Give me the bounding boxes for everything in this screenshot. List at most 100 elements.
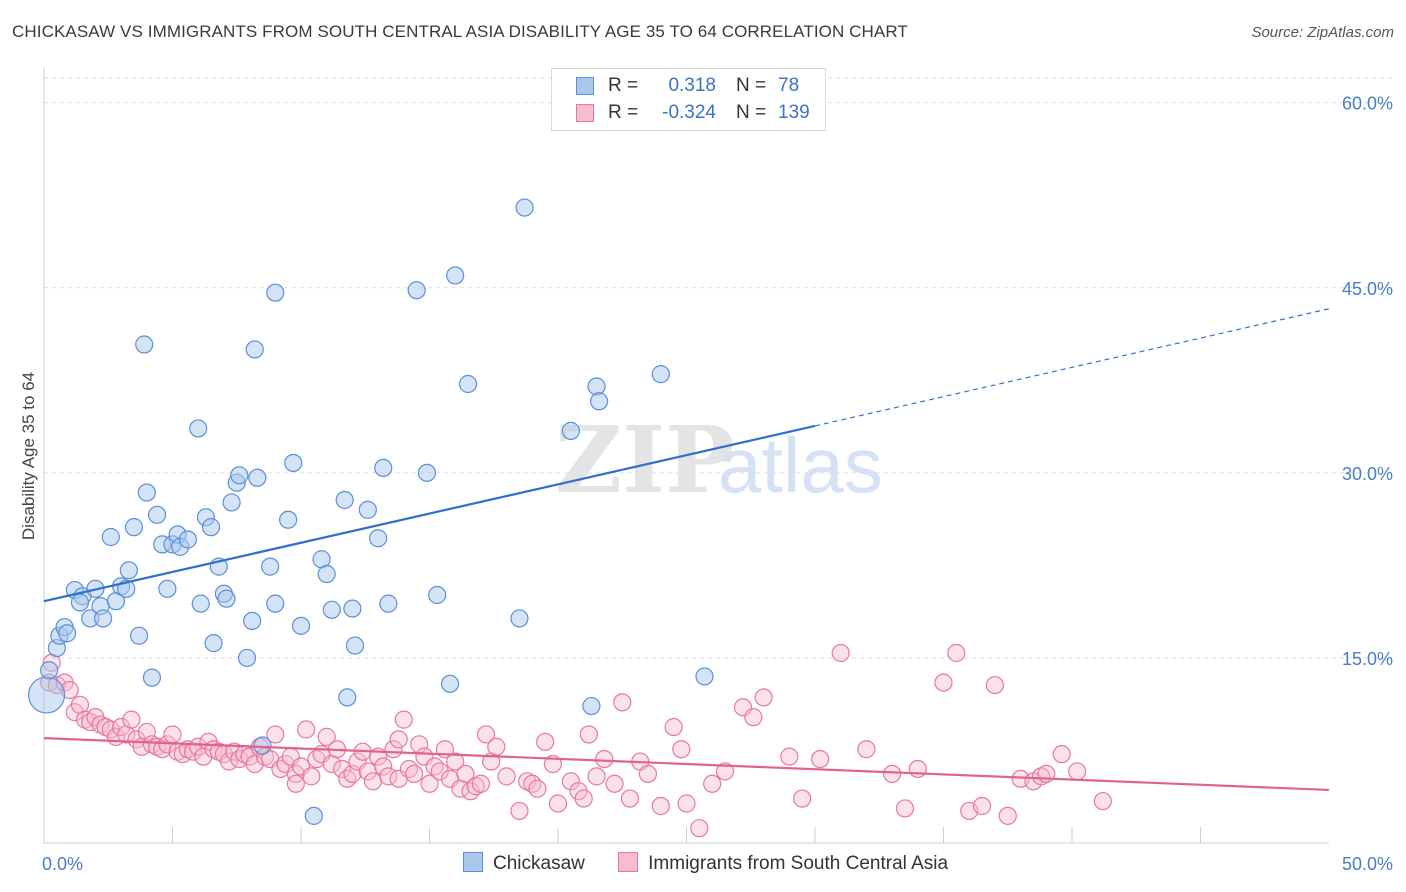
data-point-immigrants	[690, 819, 709, 838]
legend-n-label: N =	[736, 75, 767, 96]
legend-label-immigrants: Immigrants from South Central Asia	[648, 853, 949, 874]
data-point-immigrants	[811, 749, 830, 769]
data-point-chickasaw	[137, 483, 156, 502]
data-point-chickasaw	[345, 636, 365, 655]
data-point-immigrants	[333, 759, 352, 779]
data-point-chickasaw	[279, 510, 298, 529]
chart-source: Source: ZipAtlas.com	[1251, 24, 1394, 41]
data-point-immigrants	[574, 789, 593, 808]
data-point-immigrants	[394, 710, 413, 729]
y-tick-label: 45.0%	[1342, 279, 1393, 299]
data-point-immigrants	[579, 725, 598, 744]
stats-legend: R = 0.318 N = 78 R = -0.324 N = 139	[551, 68, 826, 131]
data-point-immigrants	[715, 762, 735, 781]
data-point-chickasaw	[117, 579, 136, 598]
data-point-immigrants	[677, 794, 696, 813]
data-point-immigrants	[780, 747, 799, 766]
data-point-chickasaw	[343, 599, 362, 618]
data-point-immigrants	[189, 737, 208, 756]
data-point-chickasaw	[291, 616, 311, 635]
tick-labels: 15.0% 30.0% 45.0% 60.0% 0.0% 50.0%	[42, 94, 1393, 874]
data-point-chickasaw	[440, 674, 460, 693]
data-point-chickasaw	[582, 696, 601, 716]
data-point-chickasaw	[189, 419, 208, 438]
data-point-chickasaw	[129, 626, 149, 645]
data-point-chickasaw	[135, 335, 154, 354]
y-axis-label: Disability Age 35 to 64	[19, 372, 38, 540]
data-point-immigrants	[389, 730, 408, 749]
x-tick-label: 0.0%	[42, 854, 83, 874]
data-point-immigrants	[587, 767, 606, 786]
data-point-immigrants	[523, 774, 542, 793]
data-point-chickasaw	[322, 600, 341, 619]
data-point-immigrants	[317, 727, 336, 746]
data-point-immigrants	[528, 779, 547, 798]
data-point-immigrants	[831, 643, 850, 663]
data-point-chickasaw	[510, 609, 529, 628]
data-point-chickasaw	[458, 374, 478, 394]
data-point-immigrants	[1068, 762, 1087, 781]
data-point-chickasaw	[58, 624, 77, 643]
legend-swatch-blue	[576, 76, 594, 95]
data-point-immigrants	[934, 673, 953, 692]
legend-n-label: N =	[736, 102, 767, 123]
data-point-immigrants	[461, 782, 480, 801]
data-point-immigrants	[703, 774, 722, 793]
data-point-chickasaw	[446, 266, 465, 285]
data-point-chickasaw	[695, 667, 714, 686]
watermark-atlas: atlas	[718, 421, 883, 509]
data-point-immigrants	[536, 732, 555, 751]
series-chickasaw-points	[27, 198, 714, 825]
data-point-chickasaw	[587, 377, 606, 396]
data-point-immigrants	[613, 693, 632, 712]
data-point-chickasaw	[248, 468, 267, 487]
data-point-immigrants	[302, 767, 321, 786]
data-point-chickasaw	[515, 198, 534, 217]
data-point-chickasaw	[245, 340, 264, 359]
legend-item-chickasaw: Chickasaw	[463, 852, 585, 875]
data-point-chickasaw	[204, 634, 223, 653]
trend-line-chickasaw	[43, 424, 816, 603]
data-point-chickasaw	[230, 466, 249, 485]
data-point-immigrants	[487, 737, 506, 756]
data-point-immigrants	[651, 796, 670, 816]
data-point-immigrants	[404, 764, 424, 784]
data-point-immigrants	[882, 764, 902, 784]
data-point-immigrants	[163, 725, 182, 744]
data-point-immigrants	[548, 794, 568, 813]
data-point-immigrants	[471, 774, 490, 793]
data-point-immigrants	[672, 740, 691, 759]
data-point-immigrants	[122, 710, 141, 729]
legend-r-value: 0.318	[668, 75, 716, 96]
legend-label-chickasaw: Chickasaw	[493, 853, 585, 874]
legend-r-label: R =	[608, 75, 639, 96]
legend-item-immigrants: Immigrants from South Central Asia	[618, 852, 948, 875]
legend-row-immigrants: R = -0.324 N = 139	[576, 102, 818, 126]
data-point-immigrants	[363, 772, 383, 791]
data-point-chickasaw	[261, 557, 280, 576]
data-point-chickasaw	[40, 661, 59, 680]
data-point-immigrants	[1093, 791, 1112, 811]
data-point-chickasaw	[561, 421, 580, 440]
y-tick-label: 60.0%	[1342, 94, 1393, 114]
data-point-chickasaw	[243, 611, 262, 631]
data-point-chickasaw	[253, 736, 272, 755]
legend-r-label: R =	[608, 102, 639, 123]
data-point-chickasaw	[142, 668, 162, 687]
data-point-chickasaw	[358, 500, 377, 519]
data-point-immigrants	[605, 774, 624, 793]
trend-lines	[43, 308, 1330, 792]
data-point-immigrants	[420, 774, 439, 793]
data-point-immigrants	[456, 764, 475, 784]
data-point-immigrants	[595, 749, 614, 769]
data-point-chickasaw	[119, 561, 138, 580]
data-point-chickasaw	[237, 648, 257, 668]
data-point-chickasaw	[304, 806, 323, 825]
series-legend: Chickasaw Immigrants from South Central …	[463, 852, 976, 875]
data-point-chickasaw	[369, 529, 388, 548]
legend-row-chickasaw: R = 0.318 N = 78	[576, 75, 818, 99]
data-point-chickasaw	[124, 518, 144, 537]
axes	[43, 68, 1329, 844]
trend-line-immigrants	[43, 737, 1330, 792]
data-point-chickasaw	[338, 688, 357, 707]
